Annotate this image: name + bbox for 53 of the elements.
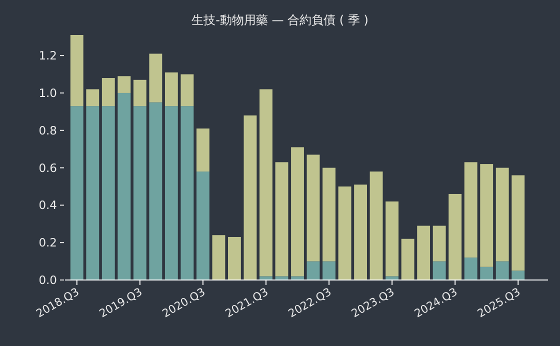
bar bbox=[480, 266, 494, 280]
bar bbox=[432, 226, 446, 262]
y-tick-label: 0.0 bbox=[38, 273, 57, 287]
bar bbox=[306, 154, 320, 262]
bar bbox=[244, 115, 257, 280]
bar bbox=[432, 261, 446, 280]
bar bbox=[102, 106, 115, 280]
bar bbox=[70, 106, 84, 280]
bar bbox=[164, 106, 178, 280]
bar bbox=[149, 102, 162, 280]
bar bbox=[512, 270, 525, 280]
bar bbox=[354, 184, 367, 280]
bar bbox=[180, 74, 194, 106]
bar bbox=[102, 78, 115, 106]
bar bbox=[448, 194, 462, 280]
bar bbox=[118, 92, 131, 280]
bar bbox=[86, 106, 100, 280]
y-tick-label: 1.0 bbox=[38, 86, 57, 100]
bar bbox=[164, 72, 178, 106]
bar bbox=[370, 172, 383, 280]
bar bbox=[306, 261, 320, 280]
bar bbox=[196, 172, 210, 280]
chart-title: 生技-動物用藥 — 合約負債 ( 季 ) bbox=[192, 13, 368, 27]
bar bbox=[86, 89, 100, 106]
bar bbox=[480, 164, 494, 267]
bar bbox=[70, 35, 84, 106]
bar bbox=[322, 261, 336, 280]
bar bbox=[464, 258, 478, 280]
bar bbox=[275, 162, 288, 276]
bar bbox=[212, 235, 226, 280]
bar bbox=[196, 128, 210, 172]
bar bbox=[512, 175, 525, 271]
bar bbox=[228, 236, 241, 280]
bar bbox=[118, 76, 131, 93]
bar bbox=[133, 80, 146, 106]
bar bbox=[401, 238, 414, 280]
y-tick-label: 0.6 bbox=[38, 160, 57, 175]
y-tick-label: 0.8 bbox=[38, 123, 57, 138]
bar bbox=[386, 201, 399, 276]
bar bbox=[180, 106, 194, 280]
y-tick-label: 0.4 bbox=[38, 198, 57, 212]
bar bbox=[322, 168, 336, 262]
bar bbox=[133, 106, 146, 280]
y-tick-label: 1.2 bbox=[38, 48, 57, 63]
bar bbox=[149, 54, 162, 102]
bar bbox=[260, 89, 272, 276]
bar bbox=[464, 162, 478, 258]
bar bbox=[291, 147, 304, 276]
bar bbox=[338, 186, 352, 280]
bar bbox=[496, 261, 509, 280]
bar bbox=[417, 226, 430, 280]
y-tick-label: 0.2 bbox=[38, 236, 57, 250]
bar bbox=[496, 168, 509, 262]
